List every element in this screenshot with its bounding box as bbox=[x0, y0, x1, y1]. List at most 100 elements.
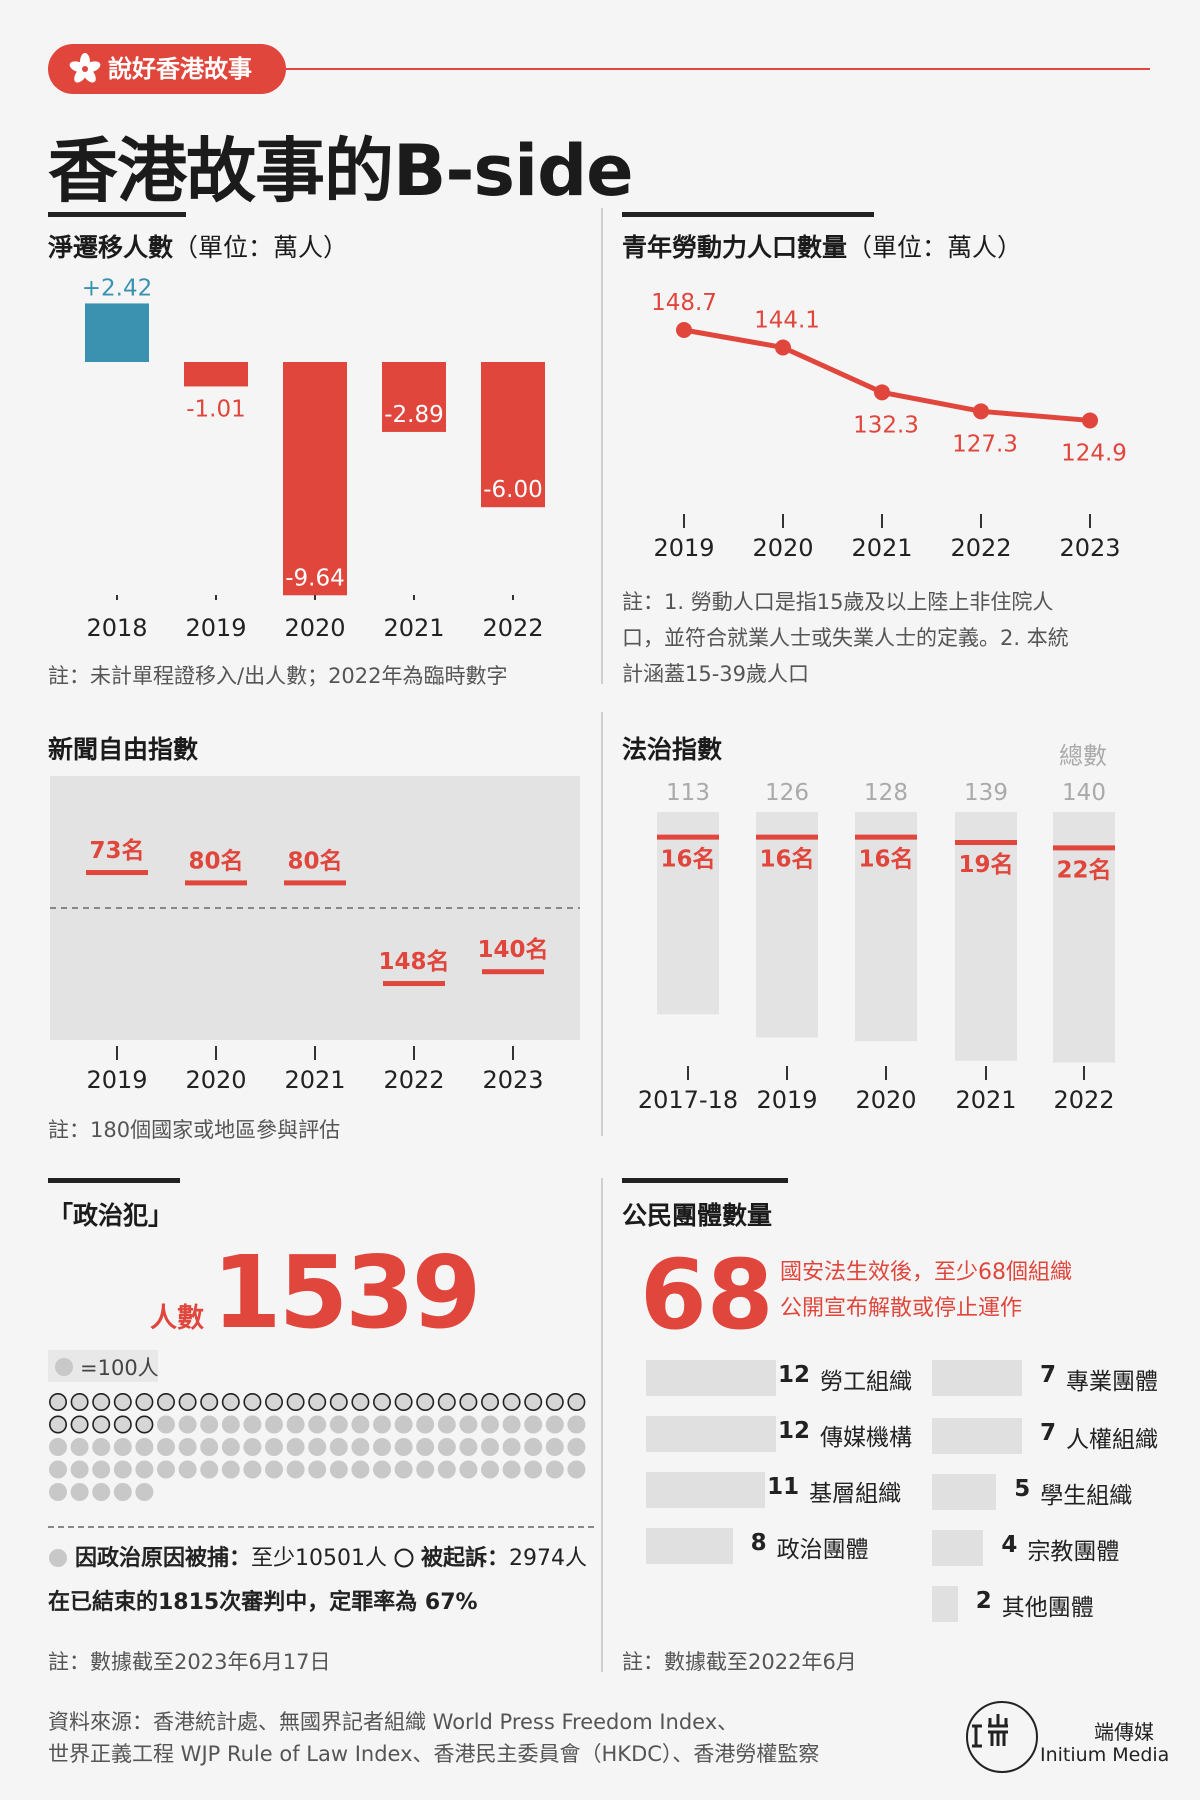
arrested-dot bbox=[459, 1460, 478, 1479]
charged-dot bbox=[459, 1393, 478, 1411]
charged-dot bbox=[308, 1393, 327, 1411]
press-note: 註：180個國家或地區參與評估 bbox=[48, 1118, 341, 1142]
arrested-dot bbox=[329, 1415, 348, 1434]
arrested-dot bbox=[329, 1460, 348, 1479]
charged-dot bbox=[178, 1393, 197, 1411]
press-rank-marker bbox=[482, 969, 544, 975]
civil-group-bar bbox=[932, 1586, 958, 1622]
arrested-dot bbox=[502, 1415, 521, 1434]
rule-year-label: 2021 bbox=[955, 1086, 1016, 1114]
press-year-label: 2023 bbox=[482, 1066, 543, 1094]
arrested-dot bbox=[265, 1460, 283, 1479]
civil-group-count: 11 bbox=[767, 1474, 800, 1500]
arrested-dot bbox=[113, 1483, 132, 1501]
rule-year-label: 2017-18 bbox=[638, 1086, 738, 1114]
migration-year-label: 2019 bbox=[185, 614, 247, 642]
rule-rank-marker bbox=[756, 834, 818, 840]
rule-rank-label: 16名 bbox=[858, 846, 913, 873]
civil-group-label: 政治團體 bbox=[776, 1537, 869, 1563]
charged-dot bbox=[135, 1393, 154, 1411]
rule-of-law-chart: 113 16名 2017-18 126 16名 2019 128 16名 2020 139 19名 2… bbox=[638, 780, 1115, 1114]
rule-total-bar bbox=[1053, 812, 1115, 1063]
arrested-dot bbox=[545, 1438, 564, 1456]
arrested-dot bbox=[437, 1460, 456, 1479]
arrested-dot bbox=[416, 1415, 435, 1434]
arrested-dot bbox=[567, 1415, 586, 1434]
charged-dot bbox=[243, 1393, 262, 1411]
labour-point bbox=[775, 339, 791, 356]
prisoner-count: 1539 bbox=[212, 1234, 481, 1351]
arrested-dot bbox=[373, 1460, 391, 1479]
civil-note: 註：數據截至2022年6月 bbox=[622, 1650, 857, 1674]
civil-group-bar bbox=[932, 1360, 1022, 1396]
arrested-dot bbox=[135, 1483, 154, 1501]
arrested-dot bbox=[70, 1483, 89, 1501]
conviction-rate: 在已結束的1815次審判中，定罪率為 67% bbox=[48, 1590, 478, 1615]
press-year-label: 2021 bbox=[284, 1066, 345, 1094]
arrested-dot bbox=[286, 1438, 305, 1456]
rule-rank-marker bbox=[657, 834, 719, 840]
rule-total-bar bbox=[657, 812, 719, 1015]
arrested-dot bbox=[459, 1415, 478, 1434]
labour-value-label: 124.9 bbox=[1061, 440, 1127, 466]
arrested-dot bbox=[308, 1438, 327, 1456]
arrested-dot bbox=[437, 1415, 456, 1434]
migration-note: 註：未計單程證移入/出人數；2022年為臨時數字 bbox=[48, 664, 508, 688]
charged-dot bbox=[286, 1393, 305, 1411]
axis-tick bbox=[413, 1046, 415, 1060]
migration-bar bbox=[184, 362, 248, 387]
arrested-dot bbox=[157, 1460, 175, 1479]
civil-group-bar bbox=[646, 1528, 733, 1564]
dot-divider bbox=[48, 1526, 594, 1528]
arrested-dot bbox=[502, 1438, 521, 1456]
charged-dot bbox=[351, 1393, 370, 1411]
count-label: 人數 bbox=[150, 1303, 204, 1334]
migration-value-label: -2.89 bbox=[384, 402, 444, 428]
migration-year-label: 2020 bbox=[284, 614, 346, 642]
labour-note: 註：1. 勞動人口是指15歲及以上陸上非住院人 口，並符合就業人士或失業人士的定… bbox=[622, 590, 1069, 686]
arrested-dot bbox=[351, 1438, 370, 1456]
charged-dot bbox=[70, 1415, 89, 1434]
arrested-dot bbox=[265, 1438, 283, 1456]
arrested-dot bbox=[416, 1438, 435, 1456]
rule-total-bar bbox=[955, 812, 1017, 1061]
press-rank-marker bbox=[383, 981, 445, 987]
rule-rank-marker bbox=[1053, 845, 1115, 851]
charged-dot bbox=[265, 1393, 284, 1411]
press-rank-marker bbox=[86, 870, 148, 876]
header-rule bbox=[286, 68, 1150, 70]
arrested-dot bbox=[135, 1460, 154, 1479]
arrested-dot bbox=[113, 1460, 132, 1479]
bauhinia-icon bbox=[69, 53, 101, 83]
section-title-prisoners: 「政治犯」 bbox=[48, 1201, 174, 1230]
migration-bar bbox=[481, 362, 545, 508]
rule-year-label: 2019 bbox=[756, 1086, 817, 1114]
charged-dot bbox=[480, 1393, 499, 1411]
arrested-dot bbox=[308, 1415, 327, 1434]
press-year-label: 2022 bbox=[383, 1066, 444, 1094]
civil-group-count: 7 bbox=[1039, 1420, 1056, 1446]
rule-total-label: 128 bbox=[864, 780, 908, 806]
source-text: 資料來源：香港統計處、無國界記者組織 World Press Freedom I… bbox=[48, 1710, 820, 1766]
section-title-rule: 法治指數 bbox=[622, 735, 723, 764]
migration-value-label: -9.64 bbox=[285, 565, 345, 591]
civil-group-label: 傳媒機構 bbox=[820, 1425, 912, 1451]
labour-value-label: 127.3 bbox=[952, 431, 1018, 457]
arrested-dot bbox=[178, 1438, 197, 1456]
arrested-dot bbox=[49, 1483, 67, 1501]
press-rank-label: 140名 bbox=[477, 936, 548, 963]
arrested-dot bbox=[92, 1483, 111, 1501]
axis-tick bbox=[985, 1066, 987, 1080]
civil-group-label: 基層組織 bbox=[809, 1481, 902, 1507]
arrested-dot bbox=[437, 1438, 456, 1456]
arrested-dot bbox=[524, 1460, 543, 1479]
migration-bar bbox=[85, 303, 149, 362]
charged-dot bbox=[135, 1415, 154, 1434]
total-label: 總數 bbox=[1059, 742, 1107, 770]
axis-tick bbox=[885, 1066, 887, 1080]
axis-tick bbox=[116, 595, 118, 600]
press-year-label: 2020 bbox=[185, 1066, 246, 1094]
civil-group-count: 12 bbox=[777, 1362, 810, 1388]
arrested-dot bbox=[394, 1438, 413, 1456]
charged-dot bbox=[329, 1393, 348, 1411]
